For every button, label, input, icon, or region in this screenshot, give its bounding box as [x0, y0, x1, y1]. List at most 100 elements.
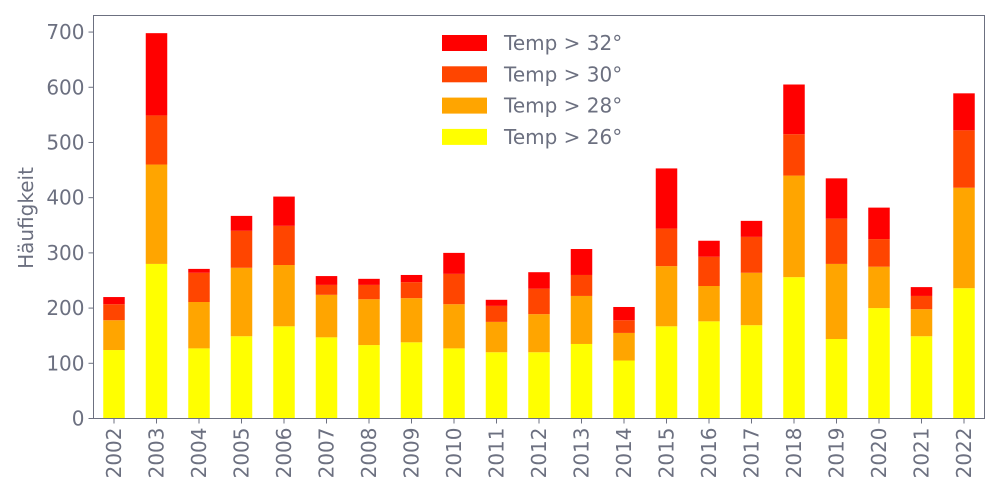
bar-segment-2018-series-0 [783, 277, 805, 419]
bar-segment-2013-series-1 [570, 295, 593, 344]
x-tick-label: 2021 [910, 428, 934, 479]
y-tick-label: 100 [46, 351, 84, 375]
bar-segment-2022-series-0 [953, 288, 975, 419]
bar-segment-2012-series-2 [528, 288, 550, 315]
x-tick-label: 2015 [655, 428, 679, 479]
bar-segment-2005-series-2 [230, 230, 253, 268]
x-tick-label: 2006 [272, 428, 296, 479]
bars-group [103, 33, 975, 419]
bar-segment-2019-series-1 [825, 263, 848, 340]
bar-segment-2009-series-3 [400, 274, 423, 283]
bar-segment-2004-series-2 [188, 272, 210, 303]
bar-segment-2014-series-1 [613, 332, 635, 361]
bar-segment-2020-series-3 [868, 207, 890, 240]
bar-segment-2005-series-1 [230, 267, 253, 337]
y-tick-label: 700 [46, 20, 84, 44]
legend-swatch [442, 97, 487, 114]
legend-label: Temp > 26° [503, 125, 622, 149]
y-axis-label: Häufigkeit [14, 167, 38, 269]
bar-segment-2020-series-2 [868, 239, 890, 267]
x-tick-label: 2011 [485, 428, 509, 479]
bar-segment-2015-series-2 [655, 228, 678, 267]
x-tick-label: 2009 [400, 428, 424, 479]
bar-segment-2014-series-2 [613, 320, 635, 333]
bar-segment-2019-series-0 [825, 339, 848, 419]
x-tick-label: 2014 [612, 428, 636, 479]
bar-segment-2003-series-2 [145, 115, 168, 165]
bar-segment-2021-series-1 [910, 309, 933, 337]
bar-segment-2016-series-2 [698, 256, 720, 287]
bar-segment-2017-series-3 [740, 220, 763, 237]
bar-segment-2022-series-1 [953, 187, 975, 289]
bar-segment-2022-series-3 [953, 93, 975, 131]
bar-segment-2004-series-1 [188, 302, 210, 349]
bar-segment-2010-series-2 [443, 273, 465, 305]
bar-segment-2007-series-3 [315, 276, 338, 285]
bar-segment-2003-series-3 [145, 33, 168, 116]
bar-segment-2004-series-3 [188, 268, 210, 273]
x-tick-label: 2010 [442, 428, 466, 479]
bar-segment-2018-series-1 [783, 175, 805, 278]
bar-segment-2011-series-2 [485, 305, 508, 322]
bar-segment-2018-series-3 [783, 84, 805, 135]
bar-segment-2007-series-0 [315, 337, 338, 419]
bar-segment-2012-series-3 [528, 272, 550, 289]
bar-segment-2010-series-0 [443, 348, 465, 419]
bar-segment-2022-series-2 [953, 130, 975, 188]
bar-segment-2017-series-0 [740, 325, 763, 419]
legend-label: Temp > 28° [503, 94, 622, 118]
bar-segment-2006-series-0 [273, 326, 295, 419]
bar-segment-2007-series-1 [315, 294, 338, 338]
legend-swatch [442, 128, 487, 145]
x-tick-label: 2020 [867, 428, 891, 479]
bar-segment-2017-series-2 [740, 236, 763, 273]
x-tick-label: 2016 [697, 428, 721, 479]
x-tick-label: 2017 [740, 428, 764, 479]
bar-segment-2009-series-0 [400, 342, 423, 419]
bar-segment-2006-series-1 [273, 265, 295, 327]
x-axis: 2002 2003 2004 2005 2006 2007 2008 2009 2010 2011… [102, 418, 976, 479]
bar-segment-2015-series-0 [655, 326, 678, 419]
bar-segment-2002-series-0 [103, 350, 125, 419]
x-tick-label: 2019 [825, 428, 849, 479]
bar-segment-2005-series-3 [230, 215, 253, 231]
y-tick-label: 400 [46, 186, 84, 210]
bar-segment-2010-series-1 [443, 304, 465, 349]
legend-label: Temp > 32° [503, 31, 622, 55]
bar-segment-2011-series-3 [485, 299, 508, 306]
bar-segment-2014-series-0 [613, 360, 635, 419]
x-tick-label: 2004 [187, 428, 211, 479]
x-tick-label: 2008 [357, 428, 381, 479]
bar-segment-2010-series-3 [443, 252, 465, 274]
x-tick-label: 2005 [230, 428, 254, 479]
x-tick-label: 2018 [782, 428, 806, 479]
y-tick-label: 600 [46, 75, 84, 99]
bar-segment-2021-series-3 [910, 287, 933, 296]
bar-segment-2008-series-2 [358, 284, 380, 300]
bar-segment-2021-series-2 [910, 295, 933, 310]
bar-segment-2008-series-3 [358, 278, 380, 285]
y-tick-label: 200 [46, 296, 84, 320]
y-tick-label: 0 [72, 407, 85, 431]
bar-segment-2012-series-1 [528, 314, 550, 353]
bar-segment-2003-series-0 [145, 263, 168, 419]
legend-swatch [442, 66, 487, 83]
bar-segment-2016-series-0 [698, 321, 720, 419]
bar-segment-2015-series-1 [655, 266, 678, 327]
bar-segment-2019-series-2 [825, 218, 848, 264]
bar-segment-2013-series-2 [570, 274, 593, 296]
legend-label: Temp > 30° [503, 62, 622, 86]
x-tick-label: 2003 [145, 428, 169, 479]
y-axis: 0 100 200 300 400 500 600 700 [46, 20, 94, 431]
bar-segment-2004-series-0 [188, 348, 210, 419]
bar-segment-2018-series-2 [783, 134, 805, 176]
bar-segment-2009-series-1 [400, 298, 423, 343]
bar-segment-2006-series-3 [273, 196, 295, 226]
bar-segment-2013-series-3 [570, 249, 593, 275]
bar-segment-2011-series-0 [485, 352, 508, 419]
legend: Temp > 32° Temp > 30° Temp > 28° Temp > 26° [442, 31, 622, 149]
bar-segment-2005-series-0 [230, 336, 253, 419]
y-tick-label: 300 [46, 241, 84, 265]
bar-segment-2017-series-1 [740, 272, 763, 326]
